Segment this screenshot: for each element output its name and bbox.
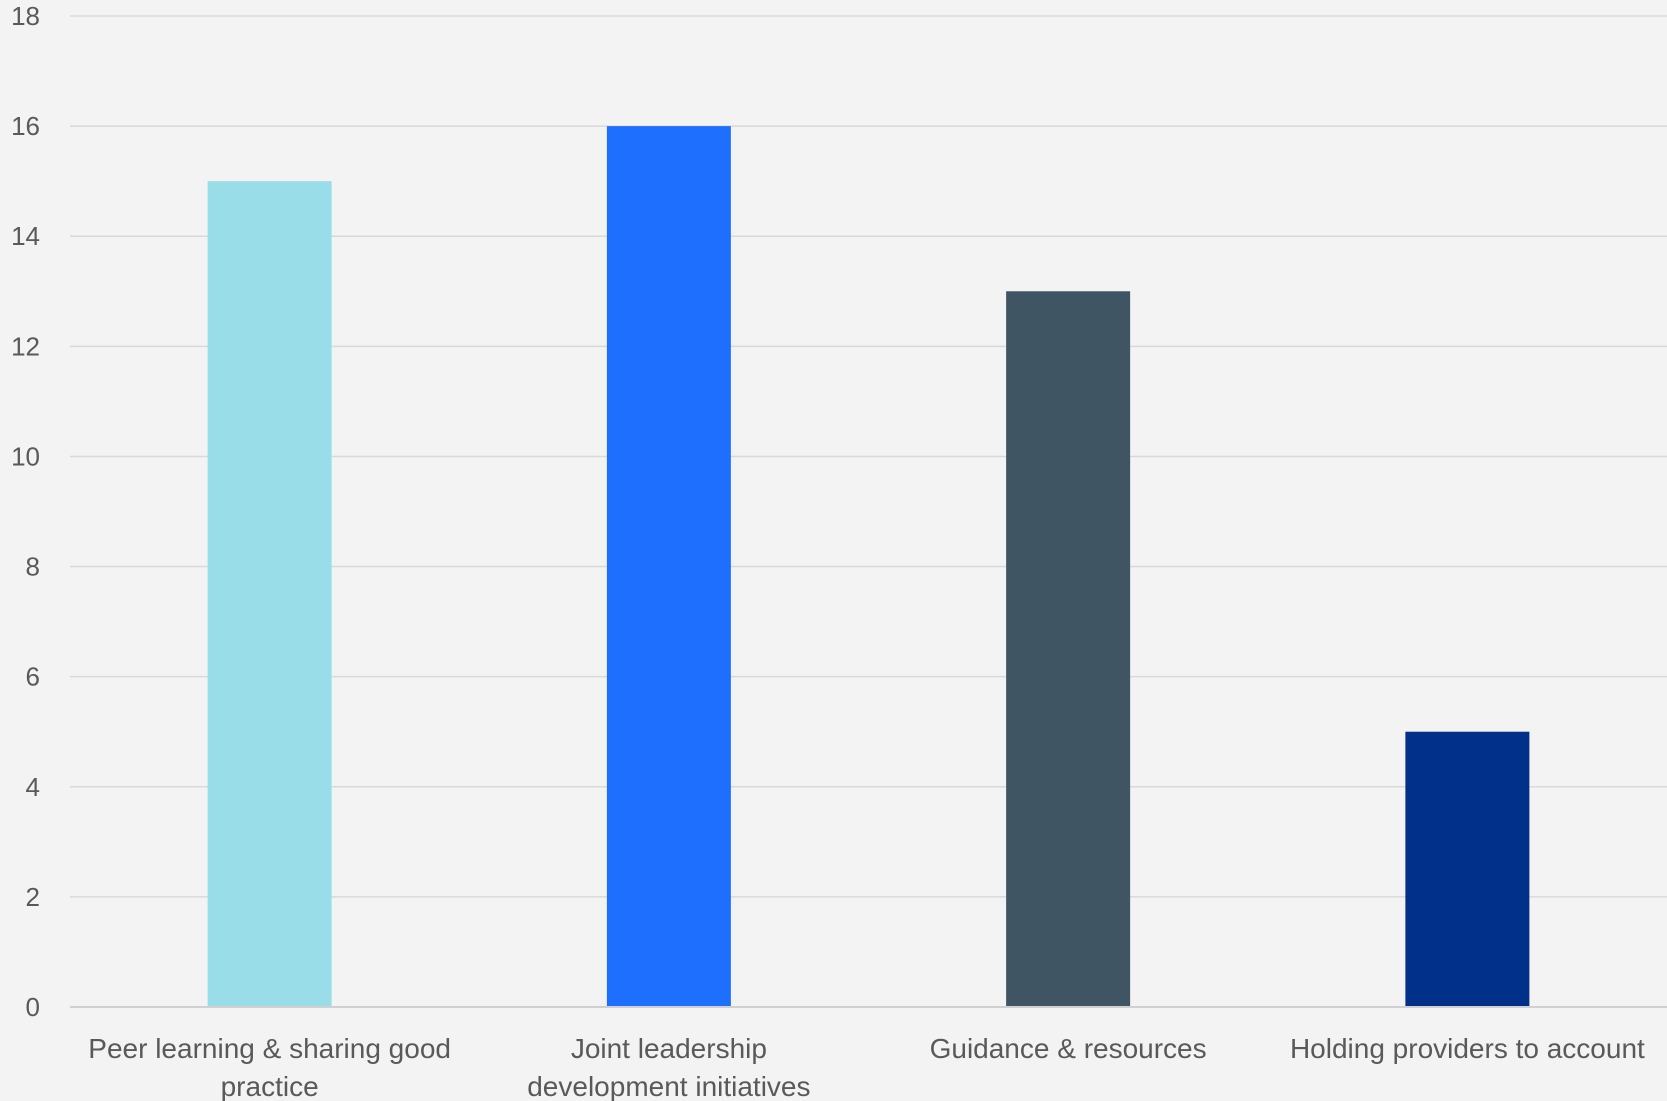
y-tick-label: 0 [26, 992, 40, 1022]
y-tick-label: 16 [11, 111, 40, 141]
x-category-label-line: Joint leadership [571, 1033, 767, 1064]
y-tick-label: 2 [26, 882, 40, 912]
y-tick-label: 18 [11, 1, 40, 31]
y-tick-label: 12 [11, 331, 40, 361]
bar-3 [1006, 291, 1131, 1007]
gridlines [70, 15, 1667, 1008]
bar-4 [1405, 731, 1530, 1007]
y-tick-label: 14 [11, 221, 40, 251]
y-axis-tick-labels: 0 2 4 6 8 10 12 14 16 18 [11, 1, 40, 1022]
x-category-label-line: development initiatives [527, 1071, 810, 1101]
bar-2 [606, 126, 731, 1008]
x-category-label-line: Peer learning & sharing good [88, 1033, 451, 1064]
x-category-label-line: Holding providers to account [1290, 1033, 1645, 1064]
x-category-label: Joint leadership development initiatives [527, 1033, 810, 1101]
y-tick-label: 10 [11, 441, 40, 471]
x-category-label-line: Guidance & resources [930, 1033, 1207, 1064]
x-category-label: Holding providers to account [1290, 1033, 1645, 1064]
bar-1 [207, 181, 332, 1007]
x-axis-category-labels: Peer learning & sharing good practice Join… [88, 1033, 1645, 1101]
bars [70, 126, 1667, 1008]
y-tick-label: 4 [26, 772, 40, 802]
x-category-label: Peer learning & sharing good practice [88, 1033, 451, 1101]
y-tick-label: 8 [26, 552, 40, 582]
x-category-label: Guidance & resources [930, 1033, 1207, 1064]
x-category-label-line: practice [221, 1071, 319, 1101]
y-tick-label: 6 [26, 662, 40, 692]
